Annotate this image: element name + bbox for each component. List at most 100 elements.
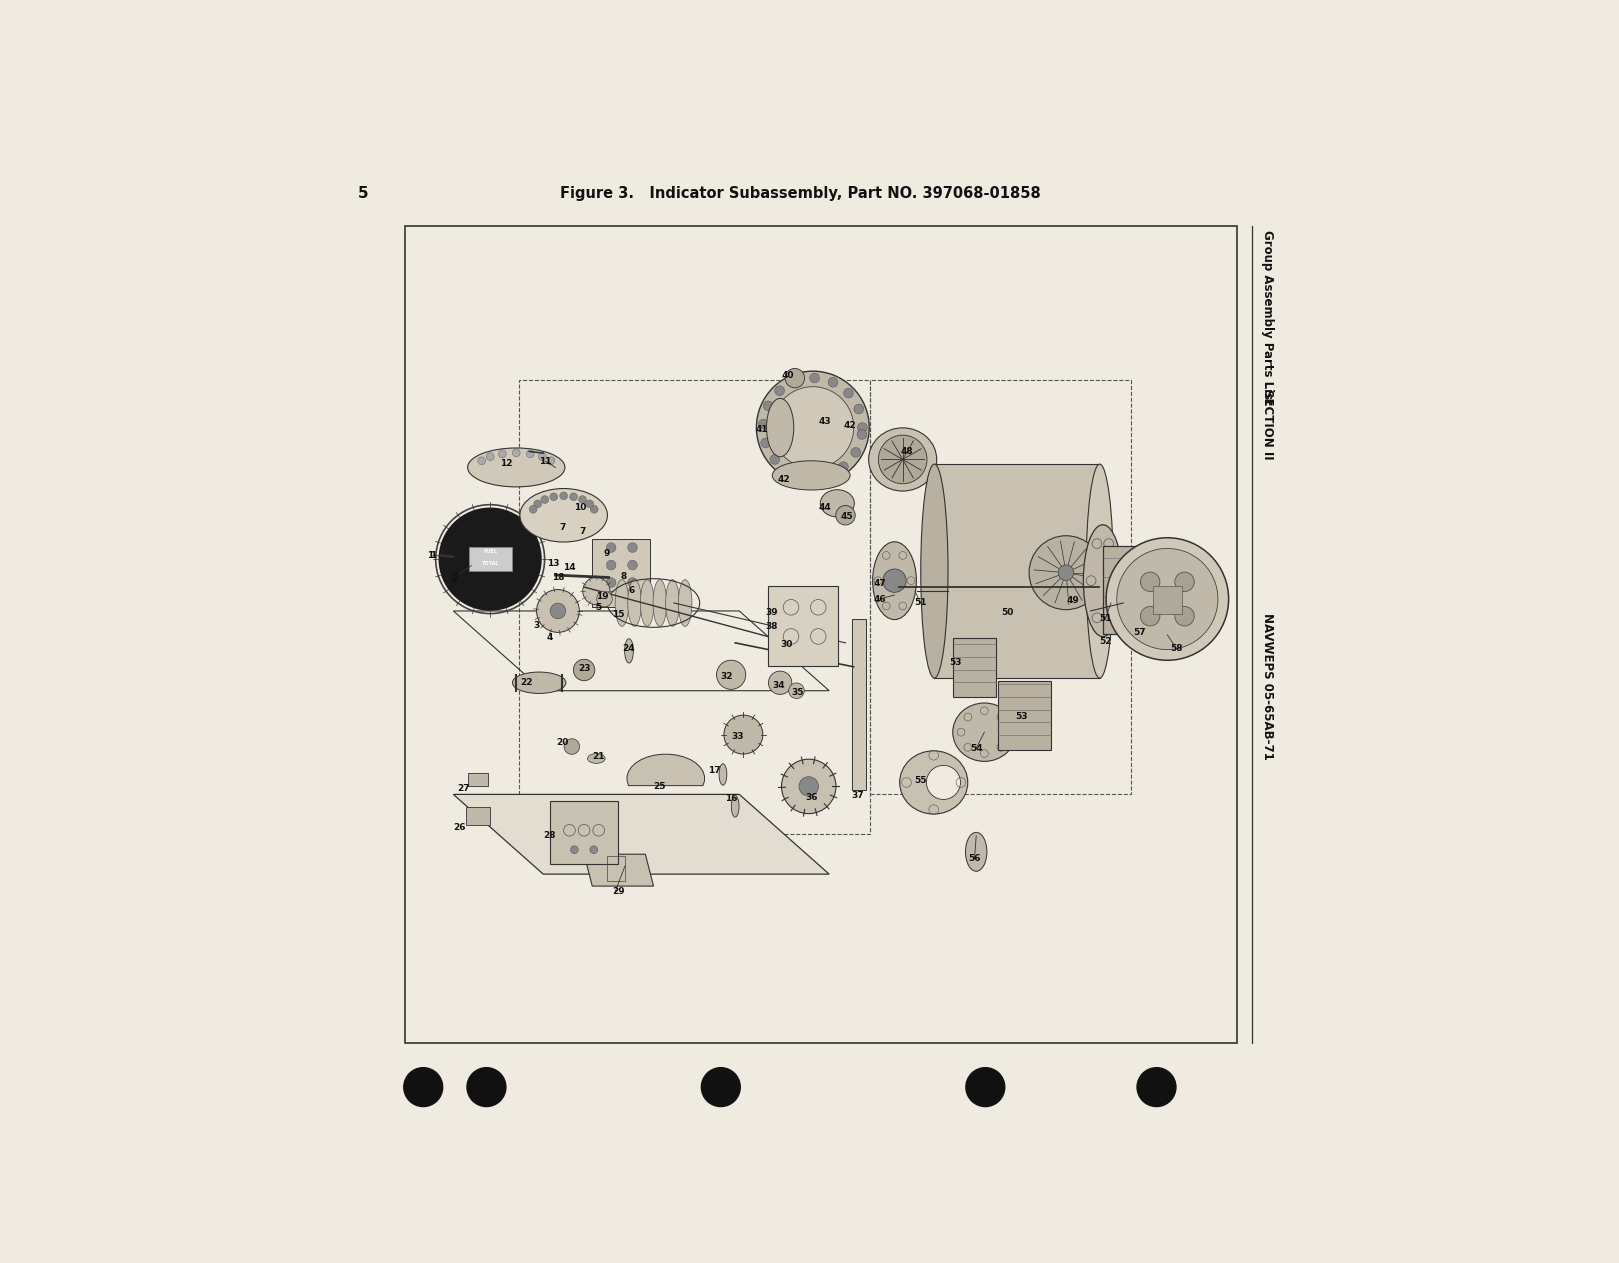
Text: 56: 56 [968, 854, 981, 863]
Circle shape [852, 447, 861, 457]
Circle shape [547, 457, 555, 465]
Ellipse shape [641, 580, 654, 626]
Text: 57: 57 [1133, 628, 1146, 637]
Polygon shape [584, 854, 654, 887]
Text: 23: 23 [578, 664, 591, 673]
Circle shape [529, 505, 538, 513]
Circle shape [586, 500, 594, 508]
Text: 39: 39 [766, 608, 779, 618]
Text: 45: 45 [840, 513, 853, 522]
Circle shape [717, 661, 746, 690]
Text: 18: 18 [552, 573, 563, 582]
Circle shape [788, 683, 805, 698]
Circle shape [835, 505, 855, 525]
Text: 22: 22 [521, 678, 533, 687]
Text: 47: 47 [873, 578, 886, 587]
Circle shape [597, 591, 612, 606]
Text: 16: 16 [725, 794, 737, 803]
Text: 24: 24 [623, 644, 635, 653]
Bar [591, 539, 649, 608]
Circle shape [550, 604, 565, 619]
Circle shape [486, 452, 494, 461]
Ellipse shape [952, 703, 1017, 762]
Circle shape [570, 846, 578, 854]
Circle shape [1175, 606, 1195, 626]
Text: 28: 28 [544, 831, 555, 840]
Ellipse shape [732, 796, 740, 817]
Ellipse shape [821, 490, 855, 517]
Text: FUEL: FUEL [482, 549, 497, 554]
Circle shape [536, 590, 580, 633]
Bar [405, 226, 1237, 1043]
Circle shape [606, 543, 615, 552]
Text: 9: 9 [604, 549, 610, 558]
Bar [550, 801, 618, 864]
Circle shape [1059, 565, 1073, 581]
Circle shape [856, 429, 866, 440]
Text: 21: 21 [593, 751, 606, 760]
Polygon shape [852, 619, 866, 791]
Circle shape [466, 1067, 505, 1106]
Text: 48: 48 [900, 447, 913, 456]
Text: 13: 13 [547, 558, 559, 567]
Text: 42: 42 [843, 422, 856, 431]
Text: 3: 3 [534, 621, 539, 630]
Circle shape [761, 438, 771, 448]
Text: 4: 4 [547, 633, 554, 642]
Bar [1103, 546, 1156, 634]
Ellipse shape [1083, 524, 1122, 637]
Text: 33: 33 [732, 733, 743, 741]
Circle shape [756, 371, 869, 484]
Ellipse shape [625, 639, 633, 663]
Ellipse shape [512, 672, 567, 693]
Text: 43: 43 [819, 417, 832, 426]
Circle shape [810, 373, 819, 383]
Text: 53: 53 [949, 658, 962, 667]
Text: 36: 36 [805, 793, 818, 802]
Ellipse shape [628, 580, 641, 626]
Circle shape [589, 846, 597, 854]
Circle shape [478, 457, 486, 465]
Circle shape [785, 466, 795, 476]
Ellipse shape [873, 542, 916, 620]
Circle shape [440, 509, 541, 610]
Circle shape [628, 543, 638, 552]
Text: 1: 1 [427, 551, 434, 560]
Ellipse shape [869, 428, 937, 491]
Circle shape [853, 404, 863, 414]
Ellipse shape [588, 754, 606, 763]
Ellipse shape [926, 765, 960, 799]
Text: 34: 34 [772, 681, 785, 690]
Text: 40: 40 [782, 371, 795, 380]
Circle shape [403, 1067, 442, 1106]
Circle shape [879, 436, 928, 484]
Circle shape [606, 561, 615, 570]
Circle shape [858, 423, 868, 432]
Text: 6: 6 [628, 586, 635, 595]
Circle shape [526, 450, 534, 457]
Circle shape [539, 452, 546, 461]
Text: 1: 1 [429, 551, 436, 560]
Bar [767, 586, 837, 666]
Text: 27: 27 [458, 783, 470, 792]
Circle shape [1175, 572, 1195, 591]
Text: 29: 29 [612, 887, 625, 897]
Bar [1153, 586, 1182, 614]
Circle shape [882, 570, 907, 592]
Circle shape [821, 470, 831, 480]
Circle shape [1117, 548, 1217, 649]
Ellipse shape [719, 764, 727, 786]
Circle shape [512, 448, 520, 457]
Circle shape [724, 715, 763, 754]
Ellipse shape [772, 461, 850, 490]
Text: 51: 51 [915, 599, 928, 608]
Circle shape [769, 671, 792, 695]
Bar [607, 856, 625, 880]
Ellipse shape [615, 580, 628, 626]
Bar [997, 682, 1051, 749]
Text: 52: 52 [1099, 637, 1112, 645]
Text: 5: 5 [358, 186, 368, 201]
Ellipse shape [1086, 464, 1114, 678]
Text: 17: 17 [709, 765, 720, 775]
Circle shape [792, 376, 801, 385]
